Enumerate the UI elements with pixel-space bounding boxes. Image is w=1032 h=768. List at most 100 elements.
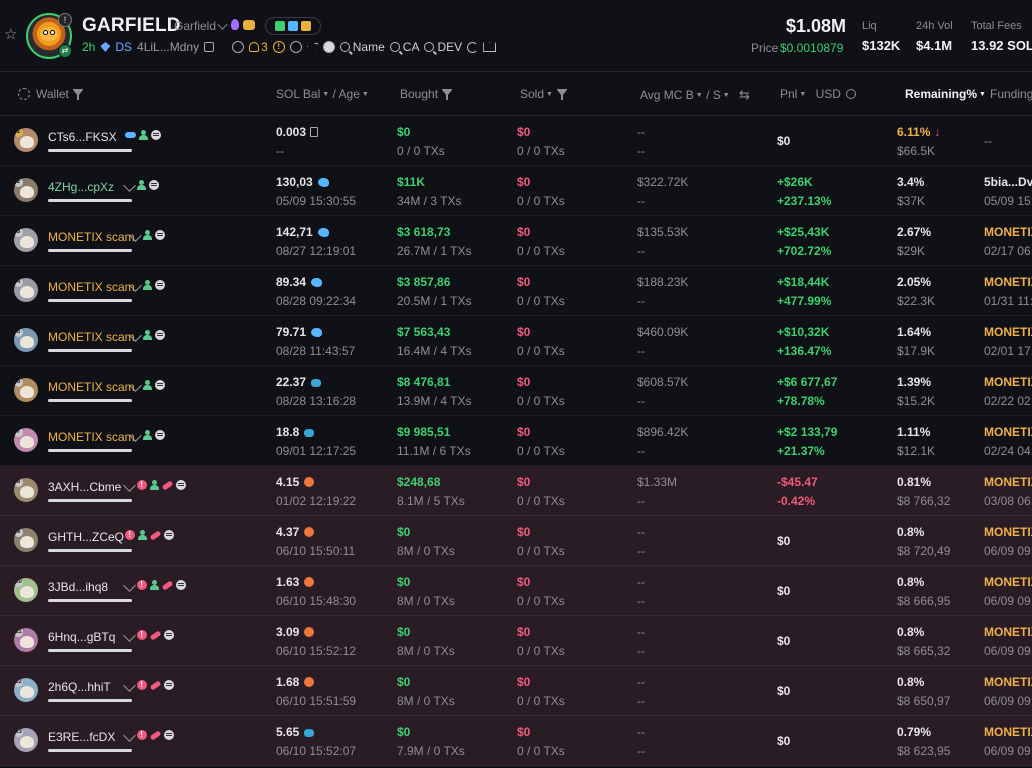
wallet-name[interactable]: MONETIX scam xyxy=(48,330,135,344)
menu-circle-icon[interactable] xyxy=(163,630,174,640)
avatar[interactable]: 13 xyxy=(14,728,38,752)
search-dev-chip[interactable]: DEV xyxy=(424,40,462,54)
menu-circle-icon[interactable] xyxy=(155,280,166,290)
avatar[interactable]: 5 xyxy=(14,328,38,352)
menu-circle-icon[interactable] xyxy=(150,130,161,140)
x-icon[interactable] xyxy=(275,21,285,31)
filter-icon[interactable] xyxy=(72,89,83,100)
col-sold[interactable]: Sold ▼ xyxy=(520,87,567,101)
menu-circle-icon[interactable] xyxy=(155,430,166,440)
table-row[interactable]: 11 6Hnq...gBTq ! 3.09 06/10 15:52:12 $0 … xyxy=(0,616,1032,666)
wallet-name[interactable]: CTs6...FKSX xyxy=(48,130,117,144)
col-pnl[interactable]: Pnl ▼ USD xyxy=(780,87,857,101)
wallet-name[interactable]: 2h6Q...hhiT xyxy=(48,680,111,694)
search-name-chip[interactable]: Name xyxy=(339,40,385,54)
table-row[interactable]: 3 MONETIX scam 142,71 08/27 12:19:01 $3 … xyxy=(0,216,1032,266)
website-icon[interactable] xyxy=(288,21,298,31)
funding-source[interactable]: MONETIX xyxy=(984,425,1032,439)
funding-source[interactable]: MONETIX xyxy=(984,725,1032,739)
menu-circle-icon[interactable] xyxy=(175,580,186,590)
avatar[interactable]: 10 xyxy=(14,578,38,602)
avatar[interactable]: 9 xyxy=(14,528,38,552)
menu-circle-icon[interactable] xyxy=(322,41,335,53)
avatar[interactable]: 8 xyxy=(14,478,38,502)
filter-icon[interactable] xyxy=(556,89,567,100)
menu-circle-icon[interactable] xyxy=(163,530,174,540)
edit-icon[interactable] xyxy=(129,328,143,342)
wallet-name[interactable]: GHTH...ZCeQ xyxy=(48,530,125,544)
wallet-name[interactable]: 3AXH...Cbme xyxy=(48,480,122,494)
funding-source[interactable]: MONETIX xyxy=(984,475,1032,489)
edit-icon[interactable] xyxy=(122,178,136,192)
token-address[interactable]: 4LiL...Mdny xyxy=(137,40,200,54)
edit-icon[interactable] xyxy=(129,378,143,392)
wallet-name[interactable]: MONETIX scam xyxy=(48,230,135,244)
settings-icon[interactable] xyxy=(18,88,30,100)
avatar[interactable]: 6 xyxy=(14,378,38,402)
avatar[interactable]: 4 xyxy=(14,278,38,302)
table-row[interactable]: 6 MONETIX scam 22.37 08/28 13:16:28 $8 4… xyxy=(0,366,1032,416)
avatar[interactable]: 12 xyxy=(14,678,38,702)
table-row[interactable]: 1 CTs6...FKSX 0.003 -- $0 0 / 0 TXs $0 0… xyxy=(0,116,1032,166)
avatar[interactable]: 2 xyxy=(14,178,38,202)
wallet-name[interactable]: 3JBd...ihq8 xyxy=(48,580,109,594)
funding-source[interactable]: MONETIX xyxy=(984,675,1032,689)
currency-toggle-icon[interactable] xyxy=(846,89,857,99)
table-row[interactable]: 8 3AXH...Cbme ! 4.15 01/02 12:19:22 $248… xyxy=(0,466,1032,516)
copy-icon[interactable] xyxy=(204,42,215,52)
col-funding[interactable]: Funding xyxy=(990,87,1032,101)
edit-icon[interactable] xyxy=(129,278,143,292)
globe-icon[interactable] xyxy=(232,41,245,53)
info-icon[interactable]: ! xyxy=(58,13,72,27)
edit-icon[interactable] xyxy=(217,19,228,30)
telegram-icon[interactable] xyxy=(306,42,318,52)
funding-source[interactable]: MONETIX xyxy=(984,225,1032,239)
wallet-name[interactable]: E3RE...fcDX xyxy=(48,730,116,744)
edit-icon[interactable] xyxy=(129,228,143,242)
funding-source[interactable]: MONETIX xyxy=(984,575,1032,589)
menu-circle-icon[interactable] xyxy=(163,730,174,740)
col-wallet[interactable]: Wallet xyxy=(18,87,83,101)
edit-icon[interactable] xyxy=(122,478,136,492)
swap-icon[interactable]: ⇆ xyxy=(739,87,750,102)
avatar[interactable]: 3 xyxy=(14,228,38,252)
dex-icon[interactable] xyxy=(289,41,302,53)
menu-circle-icon[interactable] xyxy=(163,680,174,690)
menu-circle-icon[interactable] xyxy=(155,380,166,390)
col-sol-bal[interactable]: SOL Bal ▼ / Age ▼ xyxy=(276,87,369,101)
menu-circle-icon[interactable] xyxy=(155,330,166,340)
star-icon[interactable]: ☆ xyxy=(4,26,18,43)
edit-icon[interactable] xyxy=(122,728,136,742)
table-row[interactable]: 7 MONETIX scam 18.8 09/01 12:17:25 $9 98… xyxy=(0,416,1032,466)
edit-icon[interactable] xyxy=(122,628,136,642)
table-row[interactable]: 13 E3RE...fcDX ! 5.65 06/10 15:52:07 $0 … xyxy=(0,716,1032,766)
social-links[interactable] xyxy=(265,17,321,35)
table-row[interactable]: 9 GHTH...ZCeQ ! 4.37 06/10 15:50:11 $0 8… xyxy=(0,516,1032,566)
avatar[interactable]: 11 xyxy=(14,628,38,652)
funding-source[interactable]: MONETIX xyxy=(984,275,1032,289)
wallet-name[interactable]: MONETIX scam xyxy=(48,280,135,294)
lightning-icon[interactable] xyxy=(301,21,311,31)
avatar[interactable]: 7 xyxy=(14,428,38,452)
menu-circle-icon[interactable] xyxy=(148,180,159,190)
col-bought[interactable]: Bought xyxy=(400,87,453,101)
funding-source[interactable]: MONETIX xyxy=(984,625,1032,639)
table-row[interactable]: 4 MONETIX scam 89.34 08/28 09:22:34 $3 8… xyxy=(0,266,1032,316)
col-remaining[interactable]: Remaining% ▼ xyxy=(905,87,986,101)
wallet-name[interactable]: MONETIX scam xyxy=(48,430,135,444)
col-avg-mc[interactable]: Avg MC B ▼ / S ▼ ⇆ xyxy=(640,87,750,102)
wallet-name[interactable]: 6Hnq...gBTq xyxy=(48,630,116,644)
filter-icon[interactable] xyxy=(442,89,453,100)
menu-circle-icon[interactable] xyxy=(155,230,166,240)
funding-source[interactable]: 5bia...Dvc xyxy=(984,175,1032,189)
funding-source[interactable]: MONETIX xyxy=(984,525,1032,539)
crown-icon[interactable] xyxy=(483,42,497,52)
edit-icon[interactable] xyxy=(122,678,136,692)
warning-icon[interactable]: ! xyxy=(272,41,285,53)
funding-source[interactable]: MONETIX xyxy=(984,375,1032,389)
table-row[interactable]: 2 4ZHg...cpXz 130,03 05/09 15:30:55 $11K… xyxy=(0,166,1032,216)
edit-icon[interactable] xyxy=(122,578,136,592)
funding-source[interactable]: MONETIX xyxy=(984,325,1032,339)
edit-icon[interactable] xyxy=(129,428,143,442)
avatar[interactable]: 1 xyxy=(14,128,38,152)
